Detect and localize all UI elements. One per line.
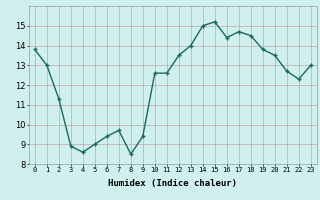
- X-axis label: Humidex (Indice chaleur): Humidex (Indice chaleur): [108, 179, 237, 188]
